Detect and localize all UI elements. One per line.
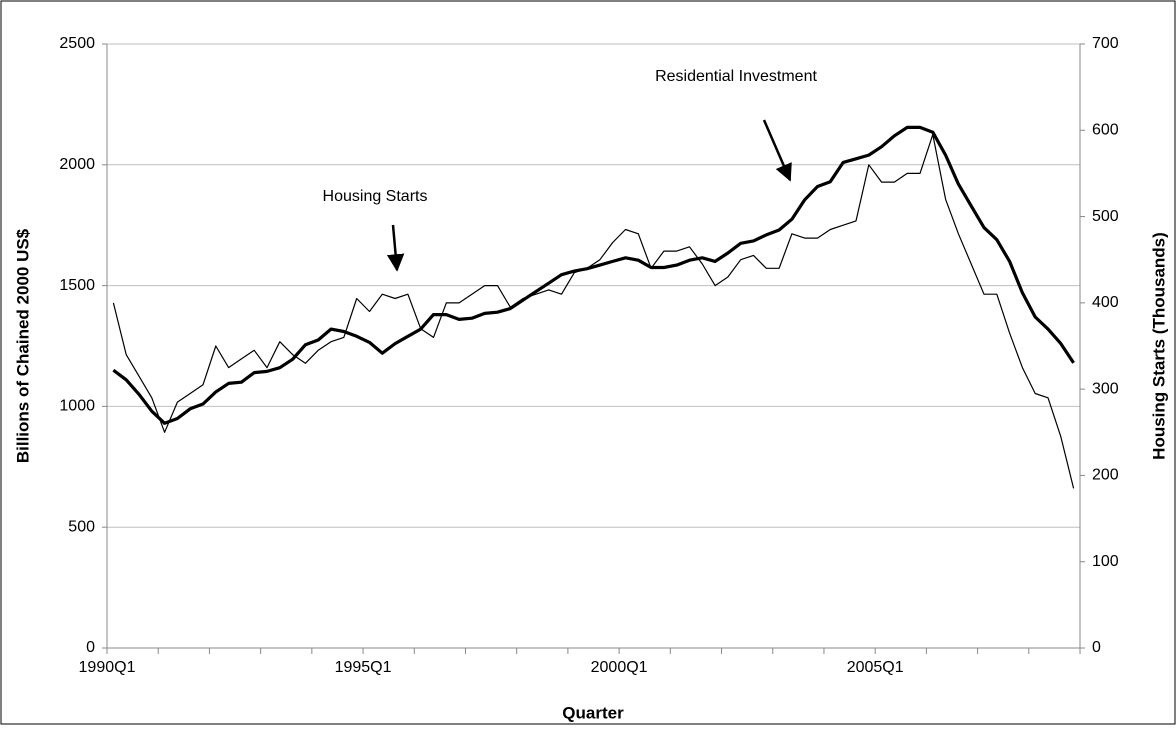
data-line: [112, 125, 1075, 425]
x-tick-label: 1990Q1: [79, 659, 136, 676]
y2-tick-label: 300: [1092, 380, 1119, 397]
y-tick-label: 500: [68, 518, 95, 535]
y2-tick-label: 700: [1092, 35, 1119, 52]
y-tick-label: 1000: [59, 398, 95, 415]
y2-tick-label: 400: [1092, 294, 1119, 311]
annotation-arrow: [386, 224, 405, 272]
y2-tick-label: 200: [1092, 467, 1119, 484]
y2-tick-label: 100: [1092, 553, 1119, 570]
y2-tick-label: 0: [1092, 639, 1101, 656]
annotation: Housing Starts: [323, 188, 428, 205]
y-tick-label: 2500: [59, 35, 95, 52]
y2-tick-label: 500: [1092, 208, 1119, 225]
annotation: Residential Investment: [655, 68, 817, 85]
y-axis-title: Billions of Chained 2000 US$: [13, 228, 32, 463]
x-axis-title: Quarter: [562, 703, 624, 722]
y2-tick-label: 600: [1092, 122, 1119, 139]
x-tick-label: 2005Q1: [847, 659, 904, 676]
y-tick-label: 2000: [59, 156, 95, 173]
x-tick-label: 2000Q1: [591, 659, 648, 676]
y-tick-label: 0: [86, 639, 95, 656]
y-tick-label: 1500: [59, 277, 95, 294]
x-tick-label: 1995Q1: [335, 659, 392, 676]
data-line: [112, 134, 1075, 489]
annotation-arrow: [762, 119, 792, 182]
y2-axis-title: Housing Starts (Thousands): [1149, 232, 1168, 460]
